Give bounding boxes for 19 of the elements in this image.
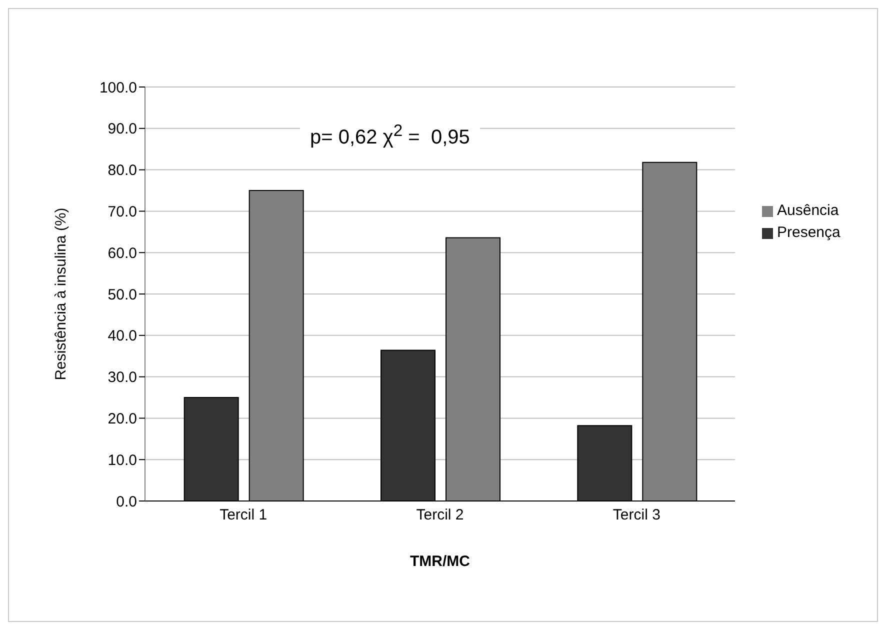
x-tick-label: Tercil 2 xyxy=(416,506,464,524)
x-tick-label: Tercil 3 xyxy=(612,506,660,524)
x-tick-label: Tercil 1 xyxy=(220,506,268,524)
legend-label: Ausência xyxy=(777,202,839,219)
y-tick-label: 90.0 xyxy=(108,120,137,138)
y-tick-label: 60.0 xyxy=(108,244,137,262)
y-tick-label: 20.0 xyxy=(108,410,137,428)
y-tick-label: 50.0 xyxy=(108,286,137,304)
y-tick-label: 10.0 xyxy=(108,452,137,469)
y-tick-label: 30.0 xyxy=(108,369,137,386)
y-tick-label: 70.0 xyxy=(108,204,137,221)
y-tick-label: 0.0 xyxy=(116,493,137,510)
legend-label: Presença xyxy=(777,224,840,241)
y-axis-title: Resistência à insulina (%) xyxy=(52,208,70,380)
y-tick-label: 40.0 xyxy=(108,328,137,345)
y-tick-label: 80.0 xyxy=(108,162,137,180)
x-axis-title: TMR/MC xyxy=(410,553,470,570)
annotation: p= 0,62 χ$^{2}$ = 0,95 xyxy=(300,121,480,150)
y-tick-label: 100.0 xyxy=(99,79,137,96)
